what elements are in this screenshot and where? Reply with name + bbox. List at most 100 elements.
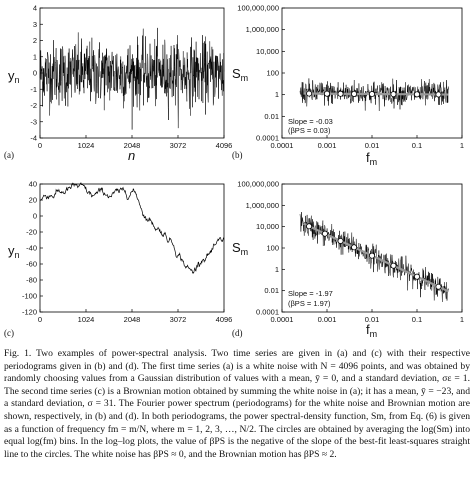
figure-caption: Fig. 1. Two examples of power-spectral a… xyxy=(4,348,470,460)
panel-d-ylabel: Sm xyxy=(232,240,248,257)
x-tick-label: 2048 xyxy=(124,315,141,324)
panel-a-ylabel: yn xyxy=(8,68,20,85)
y-tick-label: 10,000 xyxy=(256,222,279,231)
y-tick-label: 2 xyxy=(33,36,37,45)
binned-circle xyxy=(321,230,328,237)
panel-a-y-ticks: 4 3 2 1 0 -1 -2 -3 -4 xyxy=(30,4,43,143)
y-tick-label: -1 xyxy=(30,85,37,94)
y-tick-label: 4 xyxy=(33,4,37,13)
binned-circle xyxy=(351,90,358,97)
x-tick-label: 0.001 xyxy=(318,141,337,150)
binned-circle xyxy=(390,262,397,269)
x-tick-label: 2048 xyxy=(124,141,141,150)
panel-c-y-ticks: 40 20 0 -20 -40 -60 -80 -100 -120 xyxy=(22,180,43,317)
panel-a-label: (a) xyxy=(4,150,14,160)
y-tick-label: 40 xyxy=(29,180,37,189)
y-tick-label: 10,000 xyxy=(256,47,279,56)
panel-a-white-noise-trace xyxy=(39,27,225,130)
y-tick-label: -4 xyxy=(30,134,37,143)
panel-b-beta: (βPS = 0.03) xyxy=(288,126,331,135)
panel-b-label: (b) xyxy=(232,150,243,160)
panel-d-slope: Slope = -1.97 xyxy=(288,289,333,298)
y-tick-label: 0.0001 xyxy=(256,308,279,317)
panel-b-slope: Slope = -0.03 xyxy=(288,117,333,126)
x-tick-label: 0 xyxy=(38,315,42,324)
y-tick-label: 0 xyxy=(33,69,37,78)
y-tick-label: 1 xyxy=(33,52,37,61)
y-tick-label: -40 xyxy=(26,244,37,253)
y-tick-label: -80 xyxy=(26,276,37,285)
x-tick-label: 1024 xyxy=(78,141,95,150)
x-tick-label: 0 xyxy=(38,141,42,150)
y-tick-label: 1 xyxy=(275,265,279,274)
binned-circle xyxy=(306,90,313,97)
y-tick-label: -100 xyxy=(22,292,37,301)
binned-circle xyxy=(306,223,313,230)
panel-b-y-ticks: 100,000,000 1,000,000 10,000 100 1 0.01 0.0001 xyxy=(237,4,285,143)
binned-circle xyxy=(390,91,397,98)
binned-circle xyxy=(368,91,375,98)
panel-d-binned-circles xyxy=(306,223,442,290)
y-tick-label: 100,000,000 xyxy=(237,180,279,189)
panel-d-periodogram xyxy=(299,212,449,302)
panel-c: 40 20 0 -20 -40 -60 -80 -100 -120 0 1024 2048 3072 4… xyxy=(4,180,232,339)
panel-c-x-ticks: 0 1024 2048 3072 4096 xyxy=(38,309,232,324)
panel-d-x-ticks: 0.0001 0.001 0.01 0.1 1 xyxy=(271,309,464,324)
y-tick-label: -2 xyxy=(30,101,37,110)
y-tick-label: 20 xyxy=(29,196,37,205)
y-tick-label: -120 xyxy=(22,308,37,317)
panel-b-ylabel: Sm xyxy=(232,66,248,83)
x-tick-label: 4096 xyxy=(216,141,233,150)
x-tick-label: 0.01 xyxy=(365,141,380,150)
x-tick-label: 3072 xyxy=(170,141,187,150)
binned-circle xyxy=(337,90,344,97)
binned-circle xyxy=(435,91,442,98)
binned-circle xyxy=(351,244,358,251)
binned-circle xyxy=(368,252,375,259)
y-tick-label: 3 xyxy=(33,20,37,29)
y-tick-label: 100 xyxy=(266,244,279,253)
panel-d-xlabel: fm xyxy=(366,322,377,339)
binned-circle xyxy=(323,90,330,97)
x-tick-label: 0.1 xyxy=(412,141,422,150)
y-tick-label: 100 xyxy=(266,69,279,78)
x-tick-label: 1 xyxy=(460,141,464,150)
panel-d-label: (d) xyxy=(232,328,243,338)
y-tick-label: -60 xyxy=(26,260,37,269)
panel-b-x-ticks: 0.0001 0.001 0.01 0.1 1 xyxy=(271,135,464,150)
x-tick-label: 1024 xyxy=(78,315,95,324)
binned-circle xyxy=(435,283,442,290)
y-tick-label: -3 xyxy=(30,117,37,126)
panel-a-xlabel: n xyxy=(128,148,135,163)
y-tick-label: 100,000,000 xyxy=(237,4,279,13)
x-tick-label: 3072 xyxy=(170,315,187,324)
panel-c-ylabel: yn xyxy=(8,243,20,260)
binned-circle xyxy=(413,273,420,280)
figure-1: 4 3 2 1 0 -1 -2 -3 -4 0 1024 2048 3072 4096 yn n (a)… xyxy=(4,4,464,340)
y-tick-label: 0.01 xyxy=(264,112,279,121)
x-tick-label: 0.0001 xyxy=(271,315,294,324)
panel-a: 4 3 2 1 0 -1 -2 -3 -4 0 1024 2048 3072 4096 yn n (a) xyxy=(4,4,232,164)
panel-c-label: (c) xyxy=(4,328,14,338)
panel-b-binned-circles xyxy=(306,90,442,98)
panel-b-xlabel: fm xyxy=(366,150,377,167)
binned-circle xyxy=(337,237,344,244)
x-tick-label: 0.001 xyxy=(318,315,337,324)
panel-d: 100,000,000 1,000,000 10,000 100 1 0.01 0.0001… xyxy=(232,180,464,340)
x-tick-label: 4096 xyxy=(216,315,233,324)
x-tick-label: 0.01 xyxy=(365,315,380,324)
y-tick-label: 1 xyxy=(275,90,279,99)
y-tick-label: 0.01 xyxy=(264,286,279,295)
y-tick-label: 1,000,000 xyxy=(246,201,279,210)
x-tick-label: 1 xyxy=(460,315,464,324)
x-tick-label: 0.0001 xyxy=(271,141,294,150)
panel-c-brownian-trace xyxy=(39,182,225,274)
y-tick-label: -20 xyxy=(26,228,37,237)
panel-d-beta: (βPS = 1.97) xyxy=(288,299,331,308)
y-tick-label: 0 xyxy=(33,212,37,221)
binned-circle xyxy=(413,91,420,98)
y-tick-label: 0.0001 xyxy=(256,134,279,143)
panel-c-frame xyxy=(39,183,225,313)
panel-d-y-ticks: 100,000,000 1,000,000 10,000 100 1 0.01 0.0001 xyxy=(237,180,285,317)
panel-a-x-ticks: 0 1024 2048 3072 4096 xyxy=(38,135,232,150)
